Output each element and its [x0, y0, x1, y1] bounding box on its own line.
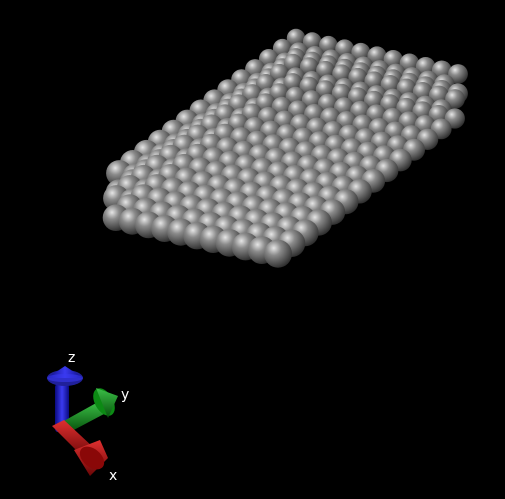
atom-sphere[interactable] — [286, 28, 306, 48]
axis-triad: z y x — [47, 350, 129, 484]
x-axis-label: x — [109, 468, 117, 484]
atom-sphere[interactable] — [445, 89, 465, 109]
atom-sphere[interactable] — [283, 53, 303, 73]
atom-slab[interactable] — [102, 28, 468, 268]
z-axis-arrow — [47, 366, 83, 432]
x-axis-arrow — [52, 420, 108, 476]
y-axis-label: y — [121, 387, 129, 403]
y-axis-arrow — [62, 388, 118, 432]
atom-sphere[interactable] — [264, 239, 292, 268]
atom-sphere[interactable] — [448, 64, 468, 84]
z-axis-label: z — [68, 350, 75, 366]
